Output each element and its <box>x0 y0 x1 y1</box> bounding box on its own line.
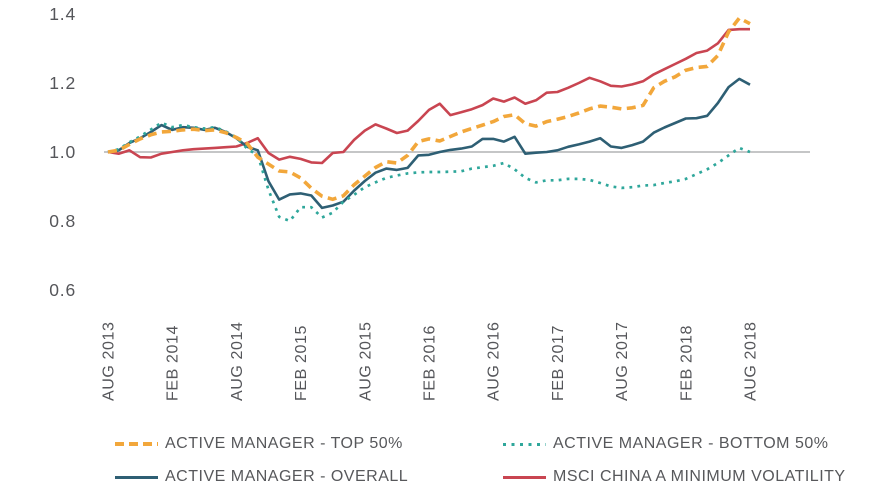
solid-line-swatch <box>503 475 546 479</box>
y-tick-label: 0.8 <box>49 211 76 231</box>
x-tick-label: AUG 2017 <box>614 321 631 401</box>
series-line-active-manager-overall <box>107 77 751 210</box>
x-tick-label: FEB 2015 <box>293 325 310 401</box>
solid-line-swatch <box>115 475 158 479</box>
x-tick-label: AUG 2014 <box>229 321 246 401</box>
legend-item-bottom-50: ACTIVE MANAGER - BOTTOM 50% <box>503 435 828 453</box>
x-tick-label: FEB 2014 <box>165 325 182 401</box>
x-tick-label: AUG 2013 <box>101 321 118 401</box>
series-line-msci-china-a-minimum-volatility <box>107 27 750 165</box>
legend-item-top-50: ACTIVE MANAGER - TOP 50% <box>115 435 403 453</box>
series-line-active-manager-top-50- <box>107 16 751 202</box>
dotted-line-swatch <box>503 442 546 446</box>
legend-item-overall: ACTIVE MANAGER - OVERALL <box>115 468 408 486</box>
legend-label: ACTIVE MANAGER - OVERALL <box>165 468 409 485</box>
y-tick-label: 0.6 <box>49 280 76 300</box>
y-tick-label: 1.4 <box>49 4 76 24</box>
x-tick-label: FEB 2016 <box>422 325 439 401</box>
x-tick-label: AUG 2016 <box>486 321 503 401</box>
legend-label: ACTIVE MANAGER - BOTTOM 50% <box>553 435 829 452</box>
x-tick-label: FEB 2017 <box>550 325 567 401</box>
x-tick-label: AUG 2015 <box>357 321 374 401</box>
legend-item-msci-min-vol: MSCI CHINA A MINIMUM VOLATILITY <box>503 468 846 486</box>
y-tick-label: 1.0 <box>49 142 76 162</box>
legend-label: MSCI CHINA A MINIMUM VOLATILITY <box>553 468 846 485</box>
dashed-line-swatch <box>115 442 158 446</box>
x-tick-label: FEB 2018 <box>678 325 695 401</box>
y-tick-label: 1.2 <box>49 73 76 93</box>
x-tick-label: AUG 2018 <box>743 321 760 401</box>
relative-performance-line-chart: 0.6 0.8 1.0 1.2 1.4 AUG 2013 FEB 2014 AUG 2014 F… <box>49 4 810 401</box>
legend-label: ACTIVE MANAGER - TOP 50% <box>165 435 403 452</box>
